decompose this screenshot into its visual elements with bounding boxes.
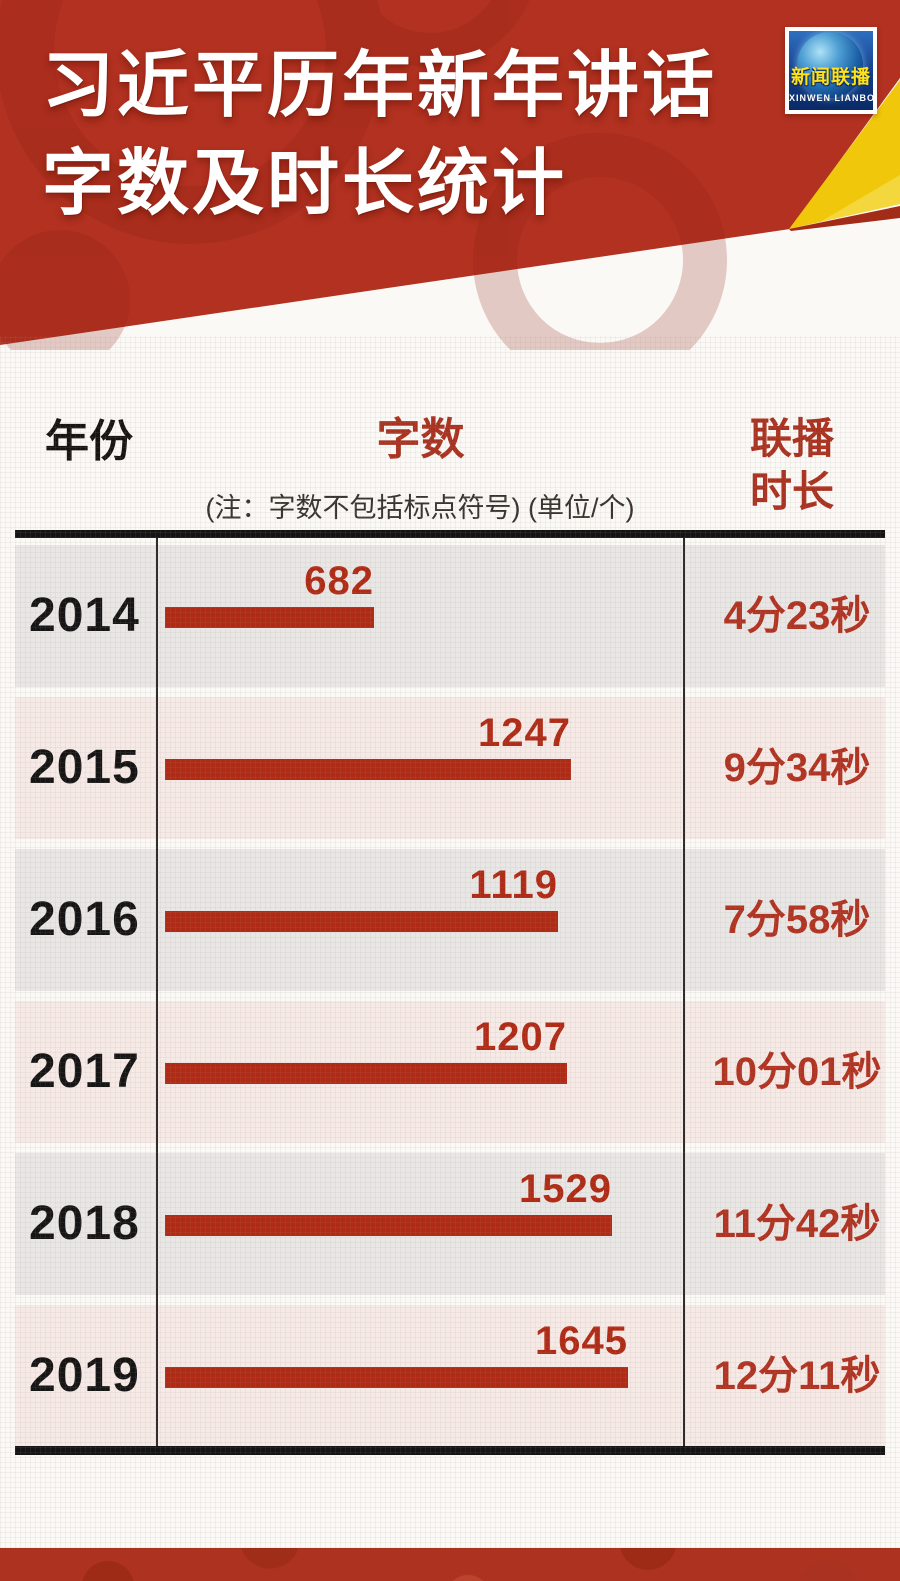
banner-red-shape <box>0 0 900 345</box>
footer-band <box>0 1548 900 1581</box>
bar-area: 682 <box>165 545 684 687</box>
table-row: 2016 1119 7分58秒 <box>15 849 885 991</box>
year-label: 2018 <box>29 1197 140 1250</box>
duration-label: 7分58秒 <box>723 898 871 942</box>
logo-name-cn: 新闻联播 <box>790 67 871 88</box>
table-row: 2019 1645 12分11秒 <box>15 1305 885 1447</box>
word-count-label: 1529 <box>519 1167 612 1211</box>
word-count-bar <box>165 759 571 780</box>
duration-label: 10分01秒 <box>712 1050 882 1094</box>
column-words-note: (注：字数不包括标点符号) (单位/个) <box>205 493 635 523</box>
bar-area: 1247 <box>165 697 684 839</box>
word-count-label: 682 <box>304 559 374 603</box>
xinwen-lianbo-logo: 新闻联播 XINWEN LIANBO <box>785 27 877 114</box>
table-row: 2014 682 4分23秒 <box>15 545 885 687</box>
year-label: 2019 <box>29 1349 140 1402</box>
data-table: 2014 682 4分23秒 2015 1247 9分34秒 2016 1119… <box>15 545 885 1457</box>
banner-swirl-pattern <box>0 0 727 350</box>
word-count-label: 1247 <box>478 711 571 755</box>
duration-label: 4分23秒 <box>723 594 871 638</box>
column-header-year: 年份 <box>45 417 133 466</box>
table-row: 2018 1529 11分42秒 <box>15 1153 885 1295</box>
word-count-bar <box>165 1367 628 1388</box>
bar-area: 1645 <box>165 1305 684 1447</box>
year-label: 2014 <box>29 589 140 642</box>
column-divider-right <box>683 538 685 1446</box>
bar-area: 1119 <box>165 849 684 991</box>
yellow-ribbon-highlight <box>820 175 900 222</box>
word-count-label: 1645 <box>535 1319 628 1363</box>
word-count-bar <box>165 1063 567 1084</box>
duration-label: 12分11秒 <box>713 1354 881 1398</box>
column-header-duration-line2: 时长 <box>749 468 834 515</box>
earth-icon <box>797 32 863 98</box>
word-count-bar <box>165 1215 612 1236</box>
duration-label: 9分34秒 <box>723 746 871 790</box>
bottom-rule <box>15 1446 885 1455</box>
column-header-words: 字数 <box>376 415 465 464</box>
page-title-line1: 习近平历年新年讲话 <box>42 46 718 126</box>
word-count-bar <box>165 911 558 932</box>
page-title-line2: 字数及时长统计 <box>42 144 568 224</box>
column-header-duration-line1: 联播 <box>749 415 834 462</box>
red-sliver-shape <box>789 206 900 231</box>
year-label: 2015 <box>29 741 140 794</box>
bar-area: 1529 <box>165 1153 684 1295</box>
bar-area: 1207 <box>165 1001 684 1143</box>
word-count-bar <box>165 607 374 628</box>
year-label: 2016 <box>29 893 140 946</box>
column-divider-left <box>156 538 158 1446</box>
duration-label: 11分42秒 <box>713 1202 881 1246</box>
year-label: 2017 <box>29 1045 140 1098</box>
table-row: 2015 1247 9分34秒 <box>15 697 885 839</box>
column-header-duration: 联播 时长 <box>684 412 900 518</box>
word-count-label: 1207 <box>474 1015 567 1059</box>
word-count-label: 1119 <box>469 863 558 907</box>
top-rule <box>15 530 885 538</box>
logo-background: 新闻联播 XINWEN LIANBO <box>789 31 873 110</box>
header-banner-graphic <box>0 0 900 350</box>
logo-name-en: XINWEN LIANBO <box>789 93 873 103</box>
table-row: 2017 1207 10分01秒 <box>15 1001 885 1143</box>
